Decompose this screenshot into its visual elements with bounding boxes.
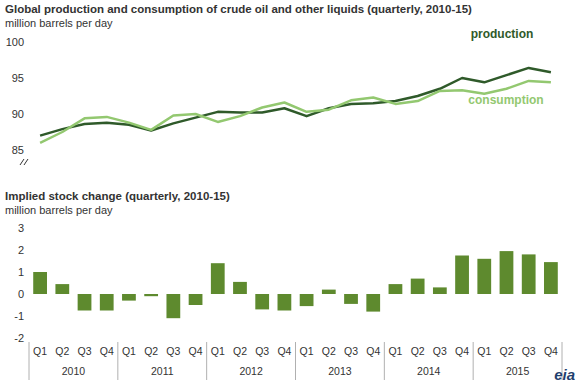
y-tick-label: 1 <box>18 266 24 278</box>
chart-root: Global production and consumption of cru… <box>0 0 577 382</box>
bar <box>78 294 92 311</box>
x-tick-label: Q2 <box>411 345 425 357</box>
bar <box>100 294 114 311</box>
year-separator <box>473 342 474 380</box>
series-line <box>40 81 551 143</box>
year-label: 2010 <box>62 365 86 377</box>
bar <box>366 294 380 312</box>
bar <box>522 254 536 294</box>
plot-area <box>40 68 551 143</box>
series-label: consumption <box>468 93 543 107</box>
x-tick-label: Q3 <box>344 345 358 357</box>
y-tick-label: 100 <box>6 36 24 48</box>
x-tick-label: Q2 <box>499 345 513 357</box>
y-tick-label: 0 <box>18 288 24 300</box>
bar <box>255 294 269 309</box>
y-tick-label: 95 <box>12 72 24 84</box>
x-tick-label: Q4 <box>277 345 291 357</box>
bar <box>233 282 247 294</box>
year-label: 2013 <box>328 365 352 377</box>
bar <box>278 294 292 311</box>
x-tick-label: Q3 <box>255 345 269 357</box>
bar <box>433 287 447 294</box>
x-tick-label: Q2 <box>144 345 158 357</box>
series-label: production <box>471 27 534 41</box>
x-tick-label: Q2 <box>322 345 336 357</box>
plot-area <box>33 251 558 318</box>
x-tick-label: Q3 <box>433 345 447 357</box>
y-tick-label: 85 <box>12 144 24 156</box>
bar <box>55 284 69 294</box>
bar <box>189 294 203 305</box>
x-tick-label: Q1 <box>33 345 47 357</box>
year-separator <box>295 342 296 380</box>
bar <box>122 294 136 301</box>
y-tick-label: -2 <box>14 332 24 344</box>
y-tick-label: -1 <box>14 310 24 322</box>
x-tick-label: Q3 <box>78 345 92 357</box>
x-tick-label: Q2 <box>233 345 247 357</box>
bar <box>211 263 225 294</box>
bar <box>500 251 514 294</box>
year-separator <box>206 342 207 380</box>
x-tick-label: Q1 <box>388 345 402 357</box>
x-tick-label: Q1 <box>122 345 136 357</box>
chart-subtitle: million barrels per day <box>5 17 113 29</box>
bar <box>455 256 469 295</box>
year-separator <box>384 342 385 380</box>
x-tick-label: Q4 <box>366 345 380 357</box>
year-label: 2014 <box>417 365 441 377</box>
y-tick-label: 2 <box>18 244 24 256</box>
bar <box>300 294 314 306</box>
chart-title: Global production and consumption of cru… <box>5 3 472 15</box>
bar <box>166 294 180 318</box>
bar <box>33 272 47 294</box>
year-separator <box>117 342 118 380</box>
y-tick-label: 90 <box>12 108 24 120</box>
year-separator <box>29 342 30 380</box>
axis-break <box>20 159 24 165</box>
year-label: 2015 <box>506 365 530 377</box>
bar <box>144 294 158 296</box>
axis-break <box>24 159 28 165</box>
x-tick-label: Q1 <box>300 345 314 357</box>
bar <box>344 294 358 304</box>
x-tick-label: Q1 <box>211 345 225 357</box>
x-tick-label: Q3 <box>166 345 180 357</box>
x-tick-label: Q4 <box>544 345 558 357</box>
x-tick-label: Q1 <box>477 345 491 357</box>
bar <box>411 279 425 294</box>
chart-title: Implied stock change (quarterly, 2010-15… <box>5 190 230 202</box>
y-tick-label: 3 <box>18 222 24 234</box>
x-tick-label: Q4 <box>100 345 114 357</box>
logo: eia <box>554 366 575 382</box>
x-tick-label: Q3 <box>522 345 536 357</box>
series-line <box>40 68 551 136</box>
x-tick-label: Q4 <box>189 345 203 357</box>
chart-subtitle: million barrels per day <box>5 204 113 216</box>
x-tick-label: Q2 <box>55 345 69 357</box>
year-label: 2012 <box>239 365 263 377</box>
bar <box>477 259 491 294</box>
x-tick-label: Q4 <box>455 345 469 357</box>
bar <box>544 262 558 294</box>
bar <box>389 284 403 294</box>
year-label: 2011 <box>151 365 174 377</box>
bar <box>322 290 336 294</box>
